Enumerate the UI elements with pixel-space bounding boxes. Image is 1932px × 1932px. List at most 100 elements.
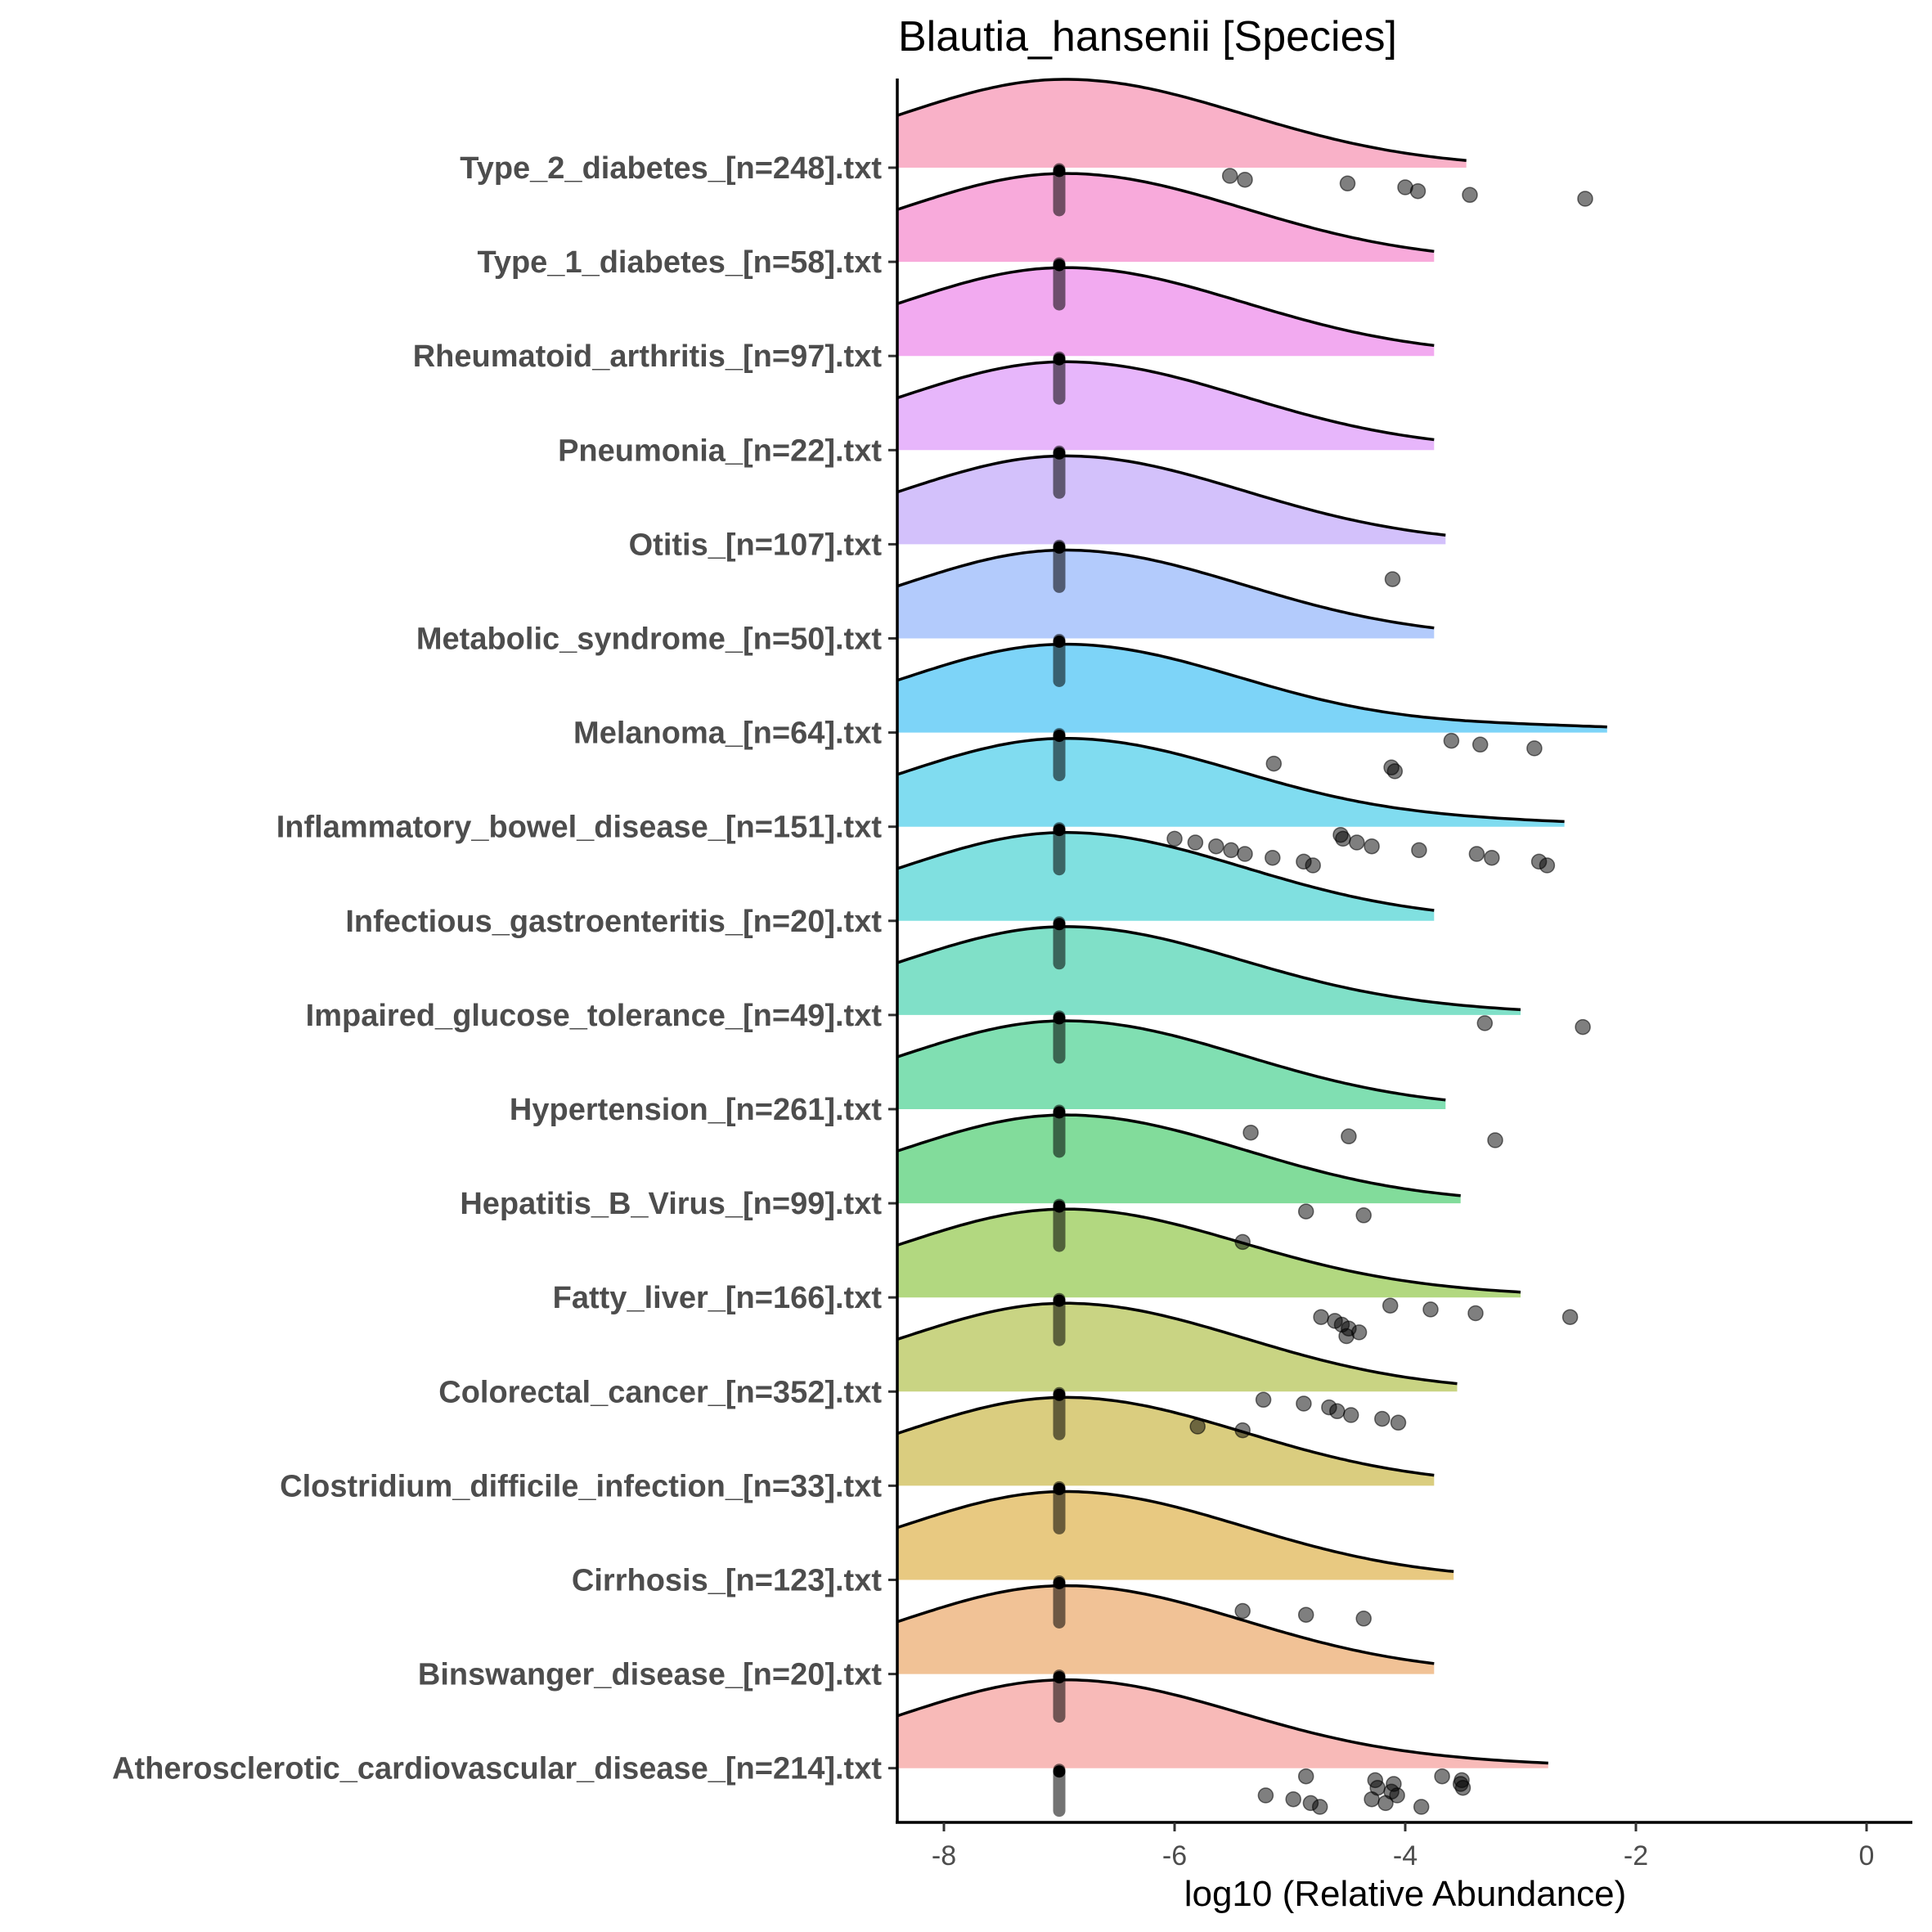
- data-point: [1434, 1768, 1450, 1785]
- zero-value-point: [1053, 1012, 1066, 1025]
- data-point: [1390, 1414, 1407, 1431]
- data-point: [1409, 182, 1427, 200]
- y-tick-label: Rheumatoid_arthritis_[n=97].txt: [413, 339, 883, 374]
- data-point: [1166, 830, 1183, 847]
- zero-value-point: [1053, 1482, 1066, 1495]
- points-group: [1053, 822, 1556, 876]
- density-curve: [897, 642, 1607, 729]
- points-group: [1053, 539, 1401, 593]
- data-point: [1577, 191, 1593, 207]
- zero-value-point: [1053, 1294, 1066, 1307]
- data-point: [1364, 1790, 1380, 1808]
- points-group: [1053, 1575, 1372, 1629]
- data-point: [1234, 1233, 1251, 1251]
- x-axis-ticks: -8 -6 -4 -2 0: [932, 1822, 1874, 1871]
- density-curve: [897, 925, 1521, 1012]
- data-point: [1413, 1799, 1430, 1815]
- data-point: [1329, 1403, 1346, 1420]
- zero-value-point: [1053, 541, 1066, 554]
- y-tick-label: Hepatitis_B_Virus_[n=99].txt: [460, 1187, 882, 1221]
- density-fill: [897, 832, 1435, 921]
- density-curve: [897, 360, 1435, 442]
- data-point: [1234, 1422, 1251, 1439]
- density-fill: [897, 1397, 1435, 1486]
- data-point: [1349, 834, 1365, 851]
- data-point: [1575, 1018, 1591, 1036]
- density-fill: [897, 738, 1565, 827]
- zero-value-point: [1053, 1765, 1066, 1778]
- data-point: [1237, 846, 1253, 862]
- density-fill: [897, 644, 1607, 733]
- y-tick-label: Inflammatory_bowel_disease_[n=151].txt: [276, 811, 883, 845]
- ridge-group: [897, 1395, 1435, 1486]
- ridge-group: [897, 360, 1435, 451]
- points-group: [1053, 1764, 1471, 1817]
- zero-value-point: [1053, 918, 1066, 931]
- density-curve: [897, 1113, 1461, 1197]
- points-group: [1053, 1669, 1066, 1723]
- data-point: [1422, 1301, 1439, 1318]
- ridge-group: [897, 1207, 1521, 1298]
- zero-value-point: [1053, 1577, 1066, 1589]
- data-point: [1234, 1602, 1251, 1620]
- zero-value-point: [1053, 353, 1066, 366]
- data-point: [1189, 1418, 1206, 1435]
- points-group: [1053, 1480, 1066, 1534]
- y-tick-label: Impaired_glucose_tolerance_[n=49].txt: [306, 999, 883, 1033]
- data-point: [1265, 755, 1283, 772]
- density-curve: [897, 1678, 1548, 1765]
- data-point: [1384, 571, 1401, 587]
- x-tick-label: -4: [1393, 1840, 1418, 1871]
- data-point: [1305, 857, 1321, 874]
- y-tick-label: Type_1_diabetes_[n=58].txt: [477, 245, 882, 280]
- ridge-group: [897, 454, 1446, 545]
- y-tick-label: Melanoma_[n=64].txt: [573, 717, 882, 751]
- data-point: [1187, 834, 1204, 851]
- data-point: [1297, 1203, 1314, 1220]
- zero-value-point: [1053, 730, 1066, 743]
- density-curve: [897, 1301, 1458, 1386]
- density-curve: [897, 172, 1435, 254]
- ridge-group: [897, 1678, 1548, 1768]
- density-fill: [897, 1115, 1461, 1204]
- ridge-group: [897, 642, 1607, 733]
- data-point: [1539, 857, 1556, 874]
- points-group: [1053, 916, 1066, 970]
- density-fill: [897, 456, 1446, 545]
- density-fill: [897, 267, 1435, 357]
- x-tick-label: -6: [1162, 1840, 1187, 1871]
- data-point: [1443, 732, 1460, 749]
- ridge-group: [897, 172, 1435, 263]
- y-tick-label: Binswanger_disease_[n=20].txt: [418, 1658, 882, 1692]
- data-point: [1265, 849, 1281, 866]
- density-curve: [897, 1584, 1435, 1665]
- data-point: [1454, 1779, 1471, 1796]
- y-tick-label: Infectious_gastroenteritis_[n=20].txt: [345, 905, 882, 939]
- data-point: [1311, 1799, 1328, 1815]
- y-tick-label: Clostridium_difficile_infection_[n=33].t…: [280, 1469, 882, 1503]
- ridges-layer: [897, 78, 1607, 1817]
- density-curve: [897, 78, 1467, 162]
- ridge-group: [897, 1301, 1458, 1392]
- y-tick-label: Hypertension_[n=261].txt: [510, 1093, 882, 1127]
- data-point: [1339, 175, 1356, 192]
- data-point: [1221, 168, 1238, 184]
- data-point: [1355, 1611, 1372, 1627]
- density-curve: [897, 1395, 1435, 1477]
- data-point: [1342, 1407, 1359, 1423]
- data-point: [1285, 1790, 1301, 1808]
- zero-value-point: [1053, 1106, 1066, 1119]
- ridge-group: [897, 1019, 1446, 1109]
- ridge-group: [897, 1489, 1454, 1580]
- ridge-group: [897, 548, 1435, 639]
- density-curve: [897, 1489, 1454, 1574]
- points-group: [1053, 1386, 1407, 1440]
- points-group: [1053, 445, 1066, 499]
- density-curve: [897, 831, 1435, 912]
- y-tick-label: Atherosclerotic_cardiovascular_disease_[…: [112, 1752, 882, 1786]
- density-fill: [897, 1303, 1458, 1392]
- data-point: [1462, 186, 1478, 204]
- zero-value-point: [1053, 1200, 1066, 1213]
- ridge-group: [897, 78, 1467, 168]
- x-tick-label: -2: [1624, 1840, 1648, 1871]
